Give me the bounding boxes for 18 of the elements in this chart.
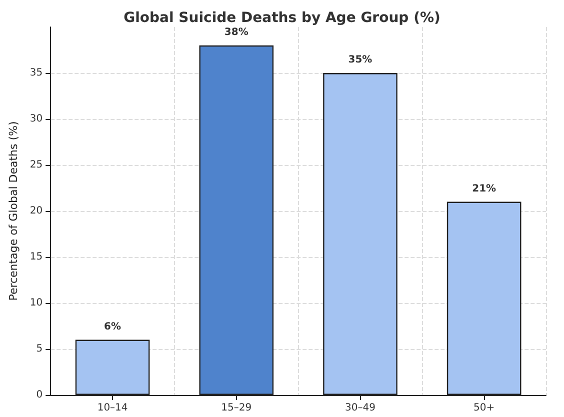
y-tick-label: 5: [36, 344, 43, 354]
y-tick-label: 15: [30, 252, 43, 262]
data-label: 35%: [348, 54, 372, 66]
x-tick-label: 15–29: [221, 402, 252, 414]
y-tick-label: 35: [30, 68, 43, 78]
y-tick-label: 0: [36, 390, 43, 400]
x-tick-label: 30–49: [345, 402, 376, 414]
y-tick-label: 25: [30, 160, 43, 170]
y-tick-label: 10: [30, 298, 43, 308]
y-tick-label: 20: [30, 206, 43, 216]
chart-title: Global Suicide Deaths by Age Group (%): [124, 10, 440, 26]
x-tick-label: 10–14: [97, 402, 128, 414]
data-label: 38%: [224, 26, 248, 38]
data-label: 6%: [104, 321, 122, 332]
y-axis-title: Percentage of Global Deaths (%): [7, 121, 20, 301]
data-label: 21%: [472, 183, 496, 194]
y-tick-label: 30: [30, 114, 43, 124]
x-tick-label: 50+: [474, 402, 495, 414]
